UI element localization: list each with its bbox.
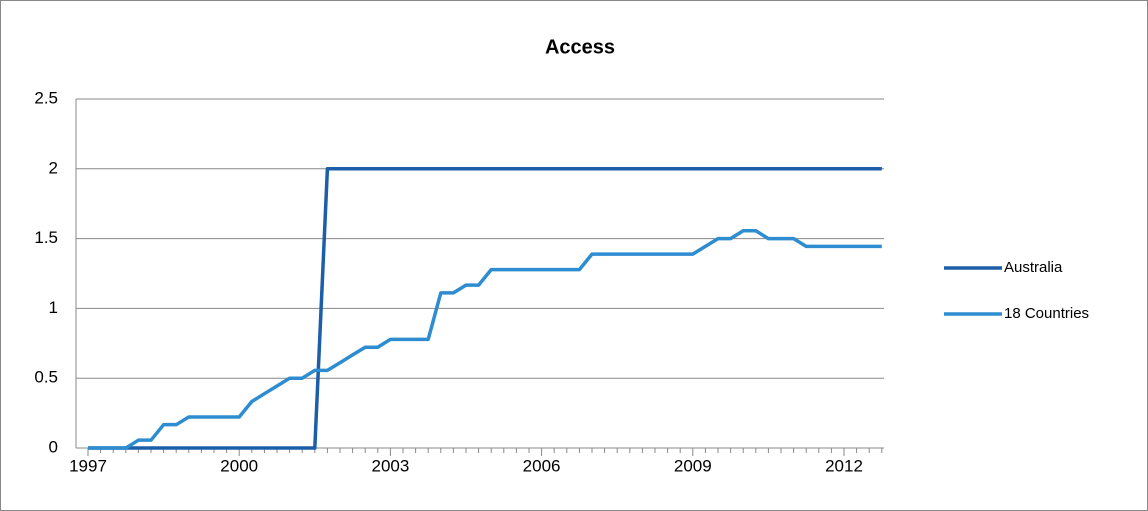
x-tick-label: 2000	[220, 456, 258, 475]
series-line	[88, 229, 882, 450]
legend-label: 18 Countries	[1004, 305, 1089, 322]
chart-title: Access	[545, 36, 615, 58]
series-line	[88, 167, 882, 450]
legend-label: Australia	[1004, 259, 1063, 276]
x-tick-label: 2006	[523, 456, 561, 475]
x-tick-label: 2012	[825, 456, 863, 475]
y-tick-label: 2	[49, 158, 58, 177]
y-tick-label: 1.5	[34, 228, 58, 247]
x-tick-label: 1997	[69, 456, 107, 475]
y-tick-label: 0	[49, 437, 58, 456]
x-tick-label: 2003	[371, 456, 409, 475]
y-tick-label: 0.5	[34, 368, 58, 387]
x-tick-label: 2009	[674, 456, 712, 475]
y-tick-label: 1	[49, 298, 58, 317]
y-tick-label: 2.5	[34, 88, 58, 107]
